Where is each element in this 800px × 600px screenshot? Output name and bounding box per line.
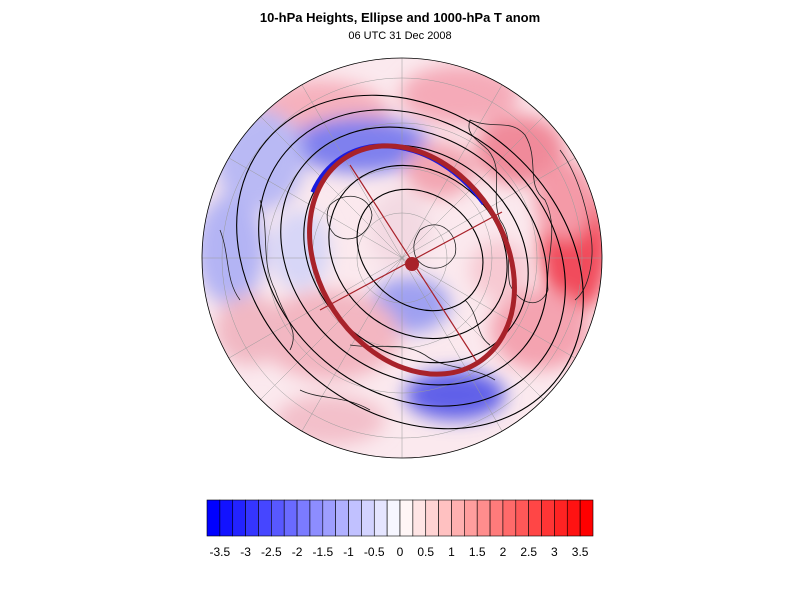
- colorbar-tick-label: -3: [240, 545, 251, 559]
- colorbar-box: [502, 499, 517, 537]
- figure-subtitle: 06 UTC 31 Dec 2008: [348, 30, 452, 42]
- map-boundary: [201, 57, 603, 459]
- colorbar-box: [283, 499, 298, 537]
- polar-map: [201, 57, 603, 459]
- colorbar-box: [412, 499, 427, 537]
- colorbar-tick-label: 2.5: [520, 545, 537, 559]
- colorbar-box: [232, 499, 246, 537]
- colorbar-tick-label: 1.5: [469, 545, 486, 559]
- colorbar-box: [464, 499, 478, 537]
- colorbar-box: [579, 499, 594, 537]
- colorbar-box: [541, 499, 555, 537]
- colorbar-box: [566, 499, 581, 537]
- colorbar-box: [245, 499, 259, 537]
- colorbar-box: [489, 499, 504, 537]
- colorbar-box: [361, 499, 375, 537]
- colorbar-tick-label: 0.5: [417, 545, 434, 559]
- colorbar-box: [309, 499, 324, 537]
- colorbar-box: [438, 499, 452, 537]
- colorbar-tick-label: 3: [551, 545, 558, 559]
- colorbar-box: [399, 499, 414, 537]
- colorbar-tick-label: -1: [343, 545, 354, 559]
- colorbar-box: [373, 499, 388, 537]
- colorbar-box: [386, 499, 401, 537]
- colorbar-box: [515, 499, 529, 537]
- vortex-ellipse: [302, 143, 517, 381]
- colorbar-box: [451, 499, 465, 537]
- colorbar-boxes: [206, 499, 594, 537]
- colorbar-box: [554, 499, 568, 537]
- colorbar-tick-label: -3.5: [210, 545, 231, 559]
- colorbar-box: [322, 499, 336, 537]
- colorbar-box: [219, 499, 234, 537]
- colorbar-tick-label: 3.5: [572, 545, 589, 559]
- colorbar-box: [348, 499, 362, 537]
- coastlines: [219, 119, 593, 411]
- colorbar-box: [425, 499, 439, 537]
- colorbar-tick-label: -1.5: [312, 545, 333, 559]
- colorbar-box: [206, 499, 221, 537]
- colorbar-box: [528, 499, 542, 537]
- colorbar-labels: -3.5 -3 -2.5 -2 -1.5 -1 -0.5 0 0.5 1 1.5 2 2.5 3 3.5: [210, 545, 589, 559]
- colorbar-tick-label: 1: [448, 545, 455, 559]
- colorbar-box: [296, 499, 311, 537]
- figure-title: 10-hPa Heights, Ellipse and 1000-hPa T a…: [259, 10, 541, 25]
- colorbar-tick-label: -2: [292, 545, 303, 559]
- height-contours: [236, 94, 584, 430]
- colorbar-box: [271, 499, 285, 537]
- colorbar-tick-label: 0: [397, 545, 404, 559]
- colorbar-tick-label: -2.5: [261, 545, 282, 559]
- colorbar-box: [258, 499, 272, 537]
- colorbar-box: [476, 499, 491, 537]
- colorbar-tick-label: -0.5: [364, 545, 385, 559]
- colorbar-tick-label: 2: [500, 545, 507, 559]
- colorbar-box: [335, 499, 349, 537]
